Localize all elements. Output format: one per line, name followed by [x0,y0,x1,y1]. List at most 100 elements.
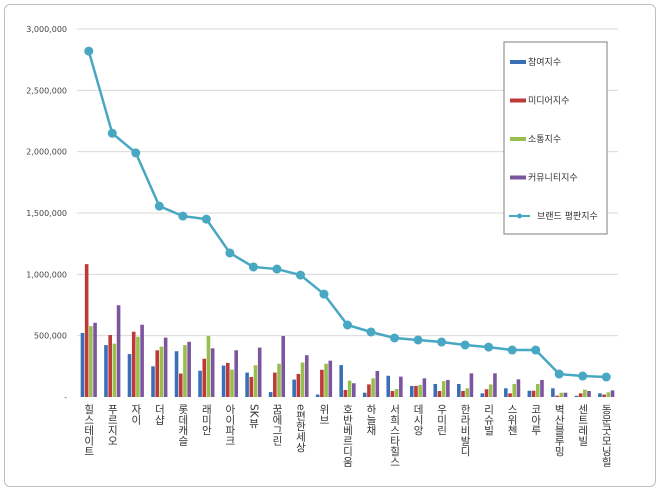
bar-3 [563,392,568,397]
brand-score-point [531,345,541,355]
bar-3 [587,390,591,397]
bar-3 [187,341,191,397]
legend-label: 미디어지수 [528,96,569,107]
bar-3 [446,379,450,397]
bar-3 [163,337,168,397]
bar-3 [210,348,215,397]
bar-0 [480,393,485,397]
brand-score-point [178,211,188,221]
x-tick-label: 힐스테이트 [83,403,95,456]
bar-1 [273,372,277,397]
brand-score-point [484,342,494,352]
bar-2 [465,388,470,397]
bar-1 [249,377,254,397]
bar-0 [386,375,391,397]
bar-0 [104,345,108,397]
bar-3 [281,336,286,397]
x-tick-label: 위브 [318,403,330,425]
x-tick-label: 센트레빌 [577,404,589,446]
bar-1 [320,369,324,397]
brand-score-point [295,270,305,280]
brand-score-point [248,262,258,272]
bar-0 [598,393,602,397]
bar-0 [339,365,343,397]
bar-2 [89,326,93,397]
x-tick-label: 호반베르디움 [342,404,354,467]
bar-1 [225,362,230,397]
bar-3 [328,360,333,397]
legend-swatch-0 [510,60,526,64]
y-tick-label: - [64,393,67,402]
x-tick-label: 데시앙 [412,404,424,436]
bar-1 [84,264,89,397]
bar-3 [257,347,262,397]
bar-2 [512,383,517,397]
bar-1 [602,394,606,397]
x-tick-label: e편한세상 [294,404,306,452]
bar-0 [574,395,579,397]
bar-0 [457,383,461,397]
bar-2 [159,346,164,397]
bar-0 [245,372,249,397]
bar-0 [315,394,320,397]
bar-2 [559,392,564,397]
chart-frame [4,4,656,487]
brand-score-point [460,340,470,350]
bar-0 [527,390,532,397]
bar-0 [80,332,85,397]
brand-score-point [107,128,117,138]
bars [80,264,615,397]
legend-swatch-2 [510,137,526,141]
bar-2 [324,363,328,397]
bar-3 [140,324,144,397]
bar-3 [540,379,544,397]
x-tick-label: 벽산블루밍 [553,404,565,457]
bar-3 [375,370,380,397]
bar-2 [606,392,611,397]
brand-score-point [390,333,400,343]
bar-2 [136,336,140,397]
brand-score-point [272,264,282,274]
bar-2 [347,380,352,397]
bar-1 [484,389,489,397]
legend-line-marker [517,213,522,219]
x-tick-label: 한라비발디 [459,404,471,457]
bar-2 [230,369,234,397]
x-tick-label: 코아루 [530,404,542,436]
bar-1 [414,385,418,397]
x-tick-label: 리슈빌 [483,404,495,436]
brand-score-point [201,214,211,224]
bar-0 [127,354,132,397]
bar-1 [437,390,442,397]
bar-2 [394,389,399,397]
x-tick-label: 서희스타힐스 [389,404,401,467]
y-axis-ticks: - 500,000 1,000,000 1,500,000 2,000,000 2,500… [26,25,67,402]
bar-0 [268,392,273,397]
bar-2 [535,383,540,397]
bar-2 [371,378,375,397]
y-tick-label: 3,000,000 [26,25,67,34]
x-axis-labels: 힐스테이트 푸르지오 자이 더샵 롯데캐슬 래미안 아이파크 SK뷰 꿈에그린 e편한세상 위브 호반… [83,403,612,467]
bar-3 [116,305,121,397]
bar-1 [390,390,395,397]
bar-1 [108,335,112,397]
brand-score-point [154,201,164,211]
legend-label: 브랜드 평판지수 [537,211,598,222]
bar-3 [234,350,238,397]
brand-score-point [84,46,94,56]
bar-3 [93,322,97,397]
y-tick-label: 500,000 [34,332,67,341]
x-tick-label: 푸르지오 [106,404,118,446]
bar-0 [433,383,438,397]
bar-2 [183,345,187,397]
bar-3 [422,378,427,397]
bar-3 [352,383,356,397]
x-tick-label: 동문굿모닝힐 [600,404,612,467]
bar-2 [206,336,211,397]
bar-3 [469,373,474,397]
bar-0 [151,366,155,397]
bar-2 [300,362,305,397]
bar-2 [277,363,281,397]
bar-1 [296,373,301,397]
